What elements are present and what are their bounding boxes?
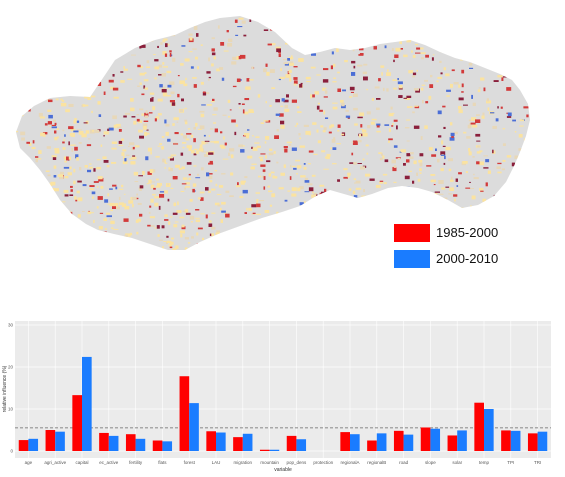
bar-slope-2000-2010 <box>430 428 441 451</box>
bar-slope-1985-2000 <box>420 427 431 451</box>
plot-panel <box>15 321 551 458</box>
bar-TRI-1985-2000 <box>527 433 538 451</box>
y-axis-title: relative influence (%) <box>2 365 8 412</box>
bar-TPI-1985-2000 <box>501 430 511 451</box>
y-tick-label-20: 20 <box>8 365 14 370</box>
bar-pop_dens-1985-2000 <box>286 435 297 451</box>
bar-LAU-1985-2000 <box>206 431 216 451</box>
bar-temp-1985-2000 <box>474 402 484 451</box>
bar-road-2000-2010 <box>403 434 414 451</box>
x-axis-title: variable <box>274 467 292 473</box>
x-tick-label-temp: temp <box>479 460 490 465</box>
x-tick-label-agri_active: agri_active <box>44 460 66 465</box>
bar-migration-2000-2010 <box>242 433 253 451</box>
bar-migration-1985-2000 <box>233 437 243 451</box>
x-tick-label-slope: slope <box>425 460 436 465</box>
bar-fertility-1985-2000 <box>125 434 136 451</box>
bar-agri_active-1985-2000 <box>45 430 56 451</box>
bar-capital-1985-2000 <box>72 395 82 451</box>
x-tick-label-road: road <box>399 460 409 465</box>
bar-regionalB-2000-2010 <box>376 433 387 451</box>
bar-fertility-2000-2010 <box>135 438 146 451</box>
bar-regionalB-1985-2000 <box>367 440 377 451</box>
bar-flats-1985-2000 <box>152 440 163 451</box>
x-tick-label-TRI: TRI <box>534 460 541 465</box>
slovakia-land-change-map <box>16 16 530 250</box>
legend-swatch-blue <box>394 250 430 268</box>
bar-forest-2000-2010 <box>189 403 199 451</box>
x-tick-label-regionalB: regionalB <box>367 460 386 465</box>
bar-flats-2000-2010 <box>162 441 173 451</box>
bar-age-1985-2000 <box>18 440 29 451</box>
x-tick-label-pop_dens: pop_dens <box>287 460 308 465</box>
x-tick-label-LAU: LAU <box>212 460 221 465</box>
bar-pop_dens-2000-2010 <box>296 439 307 451</box>
legend-item-1985-2000: 1985-2000 <box>394 224 544 248</box>
bar-TPI-2000-2010 <box>510 430 521 451</box>
bar-capital-2000-2010 <box>82 356 92 451</box>
bar-regionalA-2000-2010 <box>350 434 360 451</box>
bar-TRI-2000-2010 <box>537 431 548 451</box>
x-tick-label-solar: solar <box>452 460 462 465</box>
bar-forest-1985-2000 <box>179 376 190 451</box>
x-tick-label-capital: capital <box>75 460 88 465</box>
bar-age-2000-2010 <box>28 438 39 451</box>
bar-solar-2000-2010 <box>457 430 467 451</box>
legend-swatch-red <box>394 224 430 242</box>
bar-LAU-2000-2010 <box>216 432 226 451</box>
legend-item-2000-2010: 2000-2010 <box>394 250 544 274</box>
relative-influence-bar-chart: 0 10 20 30 age agri_active capital ec_active fe… <box>2 321 551 473</box>
bar-ec_active-1985-2000 <box>99 432 109 451</box>
y-tick-label-30: 30 <box>8 323 14 328</box>
x-tick-label-forest: forest <box>184 460 196 465</box>
x-tick-label-migration: migration <box>234 460 253 465</box>
bar-solar-1985-2000 <box>447 435 458 451</box>
y-tick-label-10: 10 <box>8 407 14 412</box>
legend-label-1985-2000: 1985-2000 <box>436 225 499 240</box>
bar-mountain-2000-2010 <box>269 449 280 451</box>
x-tick-label-protection: protection <box>313 460 333 465</box>
bar-regionalA-1985-2000 <box>340 432 350 451</box>
x-tick-label-fertility: fertility <box>129 460 143 465</box>
x-tick-label-regionalA: regionalA <box>340 460 359 465</box>
bar-road-1985-2000 <box>393 430 404 451</box>
map-legend: 1985-2000 2000-2010 <box>394 224 544 276</box>
legend-label-2000-2010: 2000-2010 <box>436 251 499 266</box>
x-tick-label-flats: flats <box>158 460 167 465</box>
bar-mountain-1985-2000 <box>259 449 270 451</box>
y-tick-label-0: 0 <box>10 449 13 454</box>
bar-temp-2000-2010 <box>484 409 494 451</box>
x-tick-label-mountain: mountain <box>260 460 279 465</box>
x-tick-label-TPI: TPI <box>507 460 514 465</box>
x-tick-label-age: age <box>25 460 33 465</box>
bar-ec_active-2000-2010 <box>108 435 119 451</box>
bar-agri_active-2000-2010 <box>55 431 65 451</box>
x-tick-label-ec_active: ec_active <box>99 460 119 465</box>
